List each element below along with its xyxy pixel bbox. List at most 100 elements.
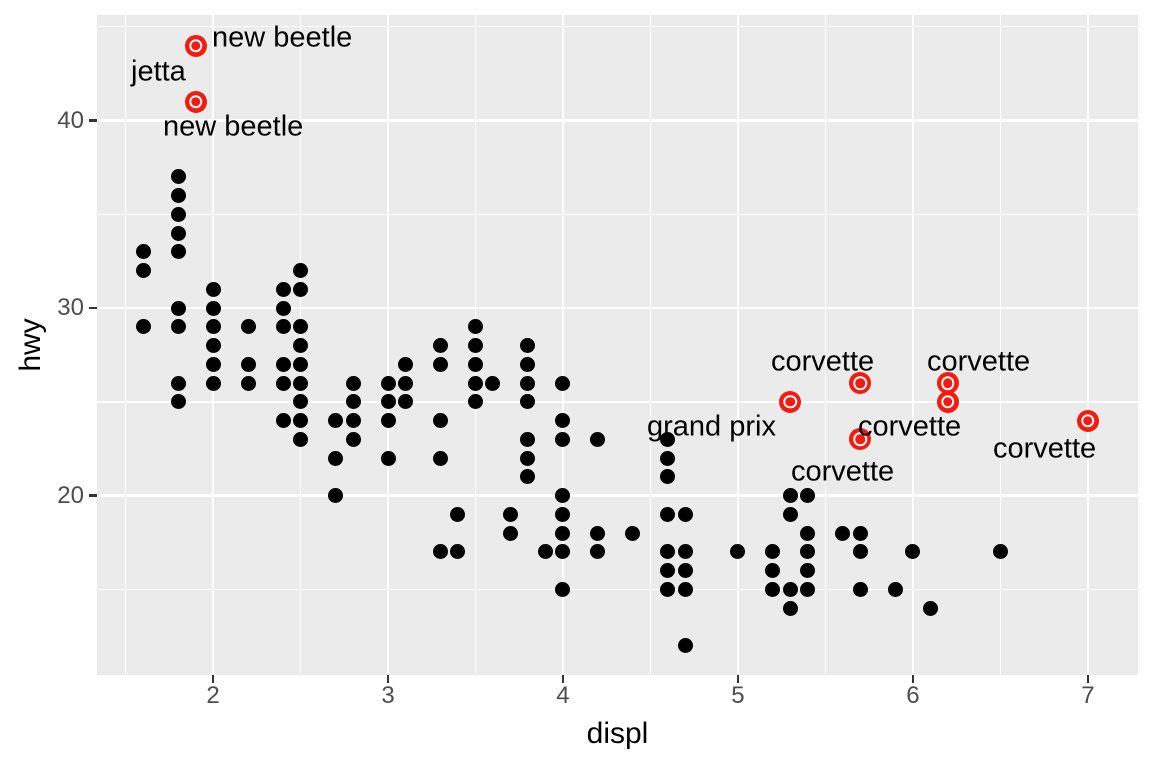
- point-label: corvette: [858, 410, 962, 443]
- data-point: [433, 338, 448, 354]
- data-point: [660, 450, 676, 466]
- highlight-ring: [853, 376, 868, 390]
- data-point: [555, 506, 571, 522]
- data-point: [677, 581, 693, 597]
- data-point: [677, 638, 693, 654]
- x-major-gridline-5: [736, 15, 740, 675]
- data-point: [170, 300, 186, 316]
- data-point: [170, 319, 186, 335]
- x-tick-5: [736, 675, 740, 683]
- data-point: [660, 563, 676, 579]
- data-point: [555, 375, 571, 391]
- data-point: [520, 469, 536, 485]
- data-point: [677, 506, 693, 522]
- x-tick-6: [911, 675, 915, 683]
- data-point: [660, 469, 676, 485]
- point-label: corvette: [771, 345, 875, 378]
- data-point: [170, 225, 186, 241]
- data-point: [502, 506, 518, 522]
- data-point: [135, 244, 151, 260]
- data-point: [205, 375, 221, 391]
- data-point: [467, 338, 483, 354]
- highlighted-point: [779, 390, 802, 413]
- data-point: [467, 319, 483, 335]
- x-tick-label-2: 2: [206, 682, 220, 709]
- data-point: [170, 206, 186, 222]
- data-point: [782, 581, 798, 597]
- x-tick-label-3: 3: [381, 682, 395, 709]
- data-point: [380, 394, 396, 410]
- data-point: [660, 506, 676, 522]
- data-point: [677, 544, 693, 560]
- data-point: [293, 356, 308, 372]
- data-point: [852, 544, 868, 560]
- point-label: jetta: [131, 55, 186, 88]
- data-point: [800, 581, 816, 597]
- y-minor-gridline-25: [97, 401, 1138, 403]
- x-minor-gridline-5.5: [824, 15, 827, 675]
- y-minor-gridline-35: [97, 213, 1138, 216]
- data-point: [275, 300, 291, 316]
- data-point: [433, 450, 448, 466]
- x-major-gridline-7: [1086, 15, 1090, 675]
- data-point: [293, 319, 308, 335]
- x-tick-4: [561, 675, 565, 683]
- data-point: [590, 544, 606, 560]
- point-label: corvette: [791, 455, 895, 488]
- data-point: [905, 544, 921, 560]
- data-point: [170, 169, 186, 185]
- data-point: [555, 581, 571, 597]
- y-tick-label-30: 30: [57, 294, 84, 322]
- data-point: [765, 563, 781, 579]
- data-point: [660, 581, 676, 597]
- y-major-gridline-20: [97, 494, 1138, 497]
- highlighted-point: [849, 428, 872, 451]
- data-point: [450, 544, 466, 560]
- data-point: [433, 544, 448, 560]
- data-point: [240, 375, 256, 391]
- data-point: [467, 375, 483, 391]
- data-point: [835, 525, 851, 541]
- y-minor-gridline-15: [97, 588, 1138, 591]
- data-point: [398, 356, 413, 372]
- data-point: [345, 413, 361, 429]
- data-point: [205, 319, 221, 335]
- x-minor-gridline-6.5: [999, 15, 1002, 675]
- y-tick-40: [89, 119, 97, 122]
- data-point: [398, 394, 413, 410]
- y-tick-label-20: 20: [57, 481, 84, 509]
- data-point: [275, 281, 291, 297]
- x-major-gridline-4: [561, 15, 565, 675]
- data-point: [135, 263, 151, 279]
- x-tick-label-4: 4: [556, 682, 570, 709]
- data-point: [782, 600, 798, 616]
- data-point: [520, 450, 536, 466]
- data-point: [450, 506, 466, 522]
- y-tick-30: [89, 306, 97, 310]
- data-point: [590, 525, 606, 541]
- data-point: [520, 356, 536, 372]
- highlight-ring: [188, 95, 203, 109]
- highlighted-point: [184, 34, 207, 57]
- data-point: [765, 581, 781, 597]
- x-tick-3: [386, 675, 390, 683]
- data-point: [537, 544, 553, 560]
- data-point: [293, 338, 308, 354]
- data-point: [275, 356, 291, 372]
- data-point: [887, 581, 903, 597]
- data-point: [345, 394, 361, 410]
- data-point: [275, 375, 291, 391]
- point-label: corvette: [993, 432, 1097, 465]
- y-minor-gridline-45: [97, 26, 1138, 28]
- data-point: [660, 431, 676, 447]
- data-point: [345, 375, 361, 391]
- data-point: [398, 375, 413, 391]
- data-point: [852, 525, 868, 541]
- data-point: [590, 431, 606, 447]
- data-point: [555, 488, 571, 504]
- point-label: corvette: [927, 345, 1031, 378]
- data-point: [293, 281, 308, 297]
- highlight-ring: [1081, 413, 1095, 428]
- data-point: [293, 375, 308, 391]
- data-point: [293, 413, 308, 429]
